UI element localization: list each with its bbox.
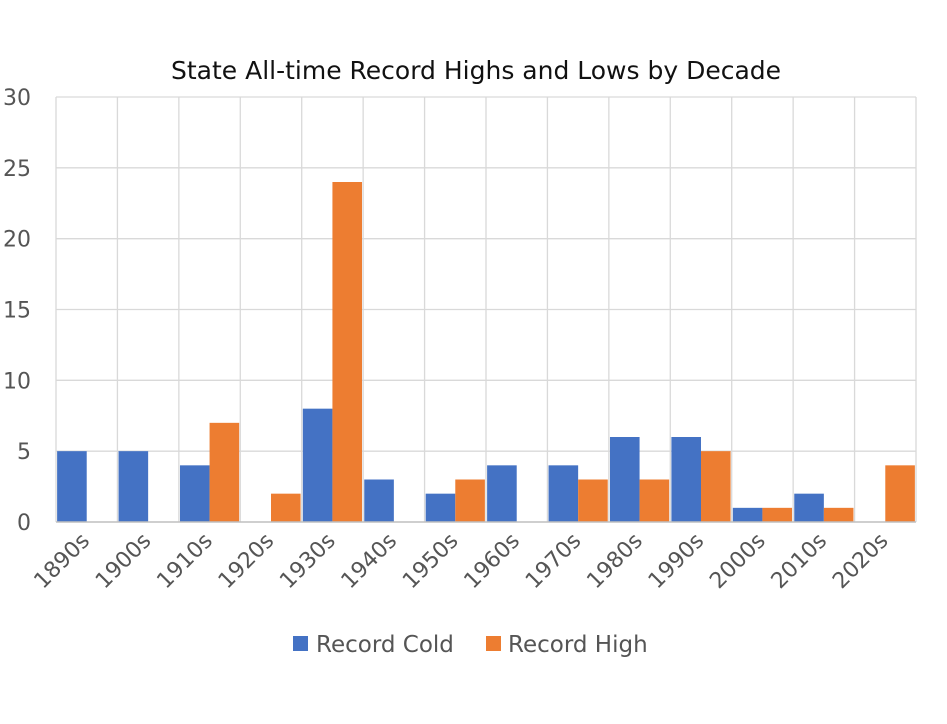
bar-record-high-1910s xyxy=(209,422,240,522)
bar-record-cold-1910s xyxy=(179,465,210,522)
bar-record-cold-1990s xyxy=(671,437,701,522)
y-tick-label: 15 xyxy=(3,299,31,324)
x-tick-label: 1890s xyxy=(30,529,95,594)
y-tick-label: 5 xyxy=(17,440,31,465)
legend-swatch-record-cold xyxy=(293,636,308,651)
y-tick-label: 20 xyxy=(3,228,31,253)
bars xyxy=(57,182,915,522)
bar-record-cold-1970s xyxy=(548,465,579,522)
gridlines xyxy=(55,96,917,522)
legend-label-record-high: Record High xyxy=(508,632,648,658)
x-tick-label: 1930s xyxy=(275,529,340,594)
bar-record-cold-1940s xyxy=(364,479,394,522)
bar-record-high-2010s xyxy=(823,507,854,522)
x-tick-label: 1920s xyxy=(214,529,279,594)
x-tick-label: 1900s xyxy=(91,529,156,594)
x-tick-label: 2000s xyxy=(705,529,770,594)
bar-record-high-1980s xyxy=(639,479,670,522)
bar-record-high-1930s xyxy=(332,182,363,522)
bar-record-cold-1980s xyxy=(609,437,640,522)
bar-record-cold-1930s xyxy=(302,408,333,522)
y-tick-label: 25 xyxy=(3,157,31,182)
y-tick-label: 30 xyxy=(3,86,31,111)
x-tick-label: 2020s xyxy=(828,529,893,594)
x-tick-label: 2010s xyxy=(767,529,832,594)
legend-label-record-cold: Record Cold xyxy=(316,632,454,658)
x-tick-label: 1960s xyxy=(460,529,525,594)
x-tick-label: 1970s xyxy=(521,529,586,594)
x-tick-label: 1950s xyxy=(398,529,463,594)
y-tick-label: 10 xyxy=(3,369,31,394)
bar-record-high-2020s xyxy=(885,465,915,522)
bar-record-high-2000s xyxy=(762,507,793,522)
bar-record-cold-1960s xyxy=(487,465,517,522)
chart-title: State All-time Record Highs and Lows by … xyxy=(171,56,781,85)
bar-record-cold-1900s xyxy=(118,451,149,522)
bar-record-cold-1950s xyxy=(425,493,456,522)
x-tick-label: 1940s xyxy=(337,529,402,594)
bar-record-high-1950s xyxy=(455,479,485,522)
bar-record-high-1970s xyxy=(578,479,608,522)
legend-swatch-record-high xyxy=(486,636,501,651)
bar-record-cold-1890s xyxy=(57,451,87,522)
bar-record-cold-2010s xyxy=(794,493,824,522)
x-tick-label: 1990s xyxy=(644,529,709,594)
bar-record-cold-2000s xyxy=(732,507,763,522)
bar-record-high-1920s xyxy=(271,493,301,522)
legend: Record Cold Record High xyxy=(293,632,648,658)
bar-record-high-1990s xyxy=(701,451,731,522)
x-tick-label: 1980s xyxy=(582,529,647,594)
x-tick-label: 1910s xyxy=(152,529,217,594)
y-tick-label: 0 xyxy=(17,511,31,536)
